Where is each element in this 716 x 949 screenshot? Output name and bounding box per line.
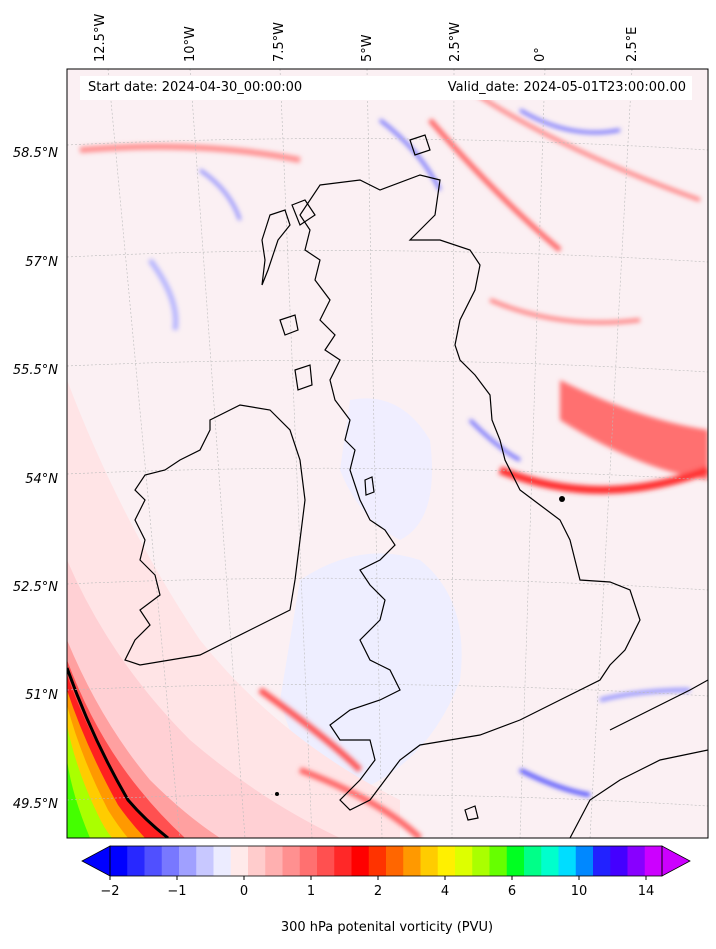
- colorbar-swatch: [627, 846, 646, 876]
- longitude-label: 5°W: [360, 34, 375, 62]
- colorbar-swatch: [644, 846, 663, 876]
- longitude-label: 2.5°E: [625, 26, 640, 62]
- pv-contour-line: [67, 667, 169, 838]
- colorbar-tick-label: 6: [507, 884, 517, 899]
- latitude-label: 58.5°N: [12, 146, 58, 161]
- colorbar-tick-label: 0: [239, 884, 249, 899]
- colorbar-tick-label: 14: [637, 884, 655, 899]
- colorbar-tick-label: −1: [167, 884, 187, 899]
- colorbar-swatch: [610, 846, 628, 876]
- colorbar-tick-label: −2: [100, 884, 120, 899]
- latitude-label: 54°N: [25, 472, 58, 487]
- colorbar-swatch: [420, 846, 439, 876]
- map-frame: [66, 68, 709, 839]
- colorbar-swatch: [230, 846, 249, 876]
- colorbar-title: 300 hPa potenital vorticity (PVU): [280, 920, 494, 935]
- low-pv-area: [340, 398, 432, 540]
- colorbar-swatch: [282, 846, 301, 876]
- colorbar-swatch: [127, 846, 145, 876]
- longitude-label: 0°: [533, 47, 548, 62]
- pv-maximum-dot: [275, 792, 279, 796]
- colorbar-swatch: [334, 846, 352, 876]
- colorbar-swatch: [437, 846, 456, 876]
- colorbar-swatch: [299, 846, 318, 876]
- colorbar-swatch: [524, 846, 542, 876]
- valid-date-label: Valid_date: 2024-05-01T23:00:00.00: [447, 80, 686, 95]
- longitude-label: 7.5°W: [272, 21, 287, 62]
- header-band: [80, 76, 692, 100]
- colorbar-extend-max: [661, 845, 691, 877]
- colorbar-swatch: [575, 846, 594, 876]
- latitude-label: 55.5°N: [12, 363, 58, 378]
- colorbar-swatch: [351, 846, 370, 876]
- low-pv-area: [280, 553, 462, 790]
- colorbar-swatch: [455, 846, 473, 876]
- colorbar-tick-label: 10: [570, 884, 588, 899]
- colorbar-swatch: [161, 846, 180, 876]
- colorbar-swatch: [179, 846, 197, 876]
- colorbar-tick-label: 2: [373, 884, 383, 899]
- latitude-label: 57°N: [25, 255, 58, 270]
- colorbar-swatch: [506, 846, 525, 876]
- latitude-label: 52.5°N: [12, 580, 58, 595]
- latitude-label: 51°N: [25, 688, 58, 703]
- coastline: [124, 134, 708, 838]
- colorbar-frame: [109, 845, 663, 877]
- pv-streaks: [79, 88, 708, 838]
- colorbar-swatch: [213, 846, 232, 876]
- colorbar-extend-min: [81, 845, 111, 877]
- start-date-label: Start date: 2024-04-30_00:00:00: [88, 80, 303, 95]
- colorbar-tick-label: 1: [306, 884, 316, 899]
- colorbar-swatch: [248, 846, 266, 876]
- graticule: [67, 69, 708, 838]
- colorbar-swatch: [593, 846, 611, 876]
- colorbar-swatch: [110, 846, 128, 876]
- colorbar-swatch: [403, 846, 421, 876]
- colorbar-swatch: [368, 846, 387, 876]
- pv-maximum-dot: [559, 496, 565, 502]
- colorbar-swatch: [489, 846, 508, 876]
- colorbar-swatch: [472, 846, 490, 876]
- colorbar-swatch: [317, 846, 335, 876]
- longitude-label: 10°W: [183, 26, 198, 62]
- colorbar-swatch: [265, 846, 283, 876]
- pv-band-green: [67, 760, 90, 838]
- longitude-label: 12.5°W: [93, 13, 108, 62]
- colorbar-swatch: [541, 846, 559, 876]
- colorbar-swatch: [558, 846, 577, 876]
- colorbar-tick-label: 4: [440, 884, 450, 899]
- colorbar: [81, 845, 691, 880]
- longitude-label: 2.5°W: [448, 21, 463, 62]
- latitude-label: 49.5°N: [12, 797, 58, 812]
- map-field: [67, 69, 708, 838]
- colorbar-swatch: [196, 846, 214, 876]
- colorbar-swatch: [386, 846, 404, 876]
- colorbar-swatch: [144, 846, 163, 876]
